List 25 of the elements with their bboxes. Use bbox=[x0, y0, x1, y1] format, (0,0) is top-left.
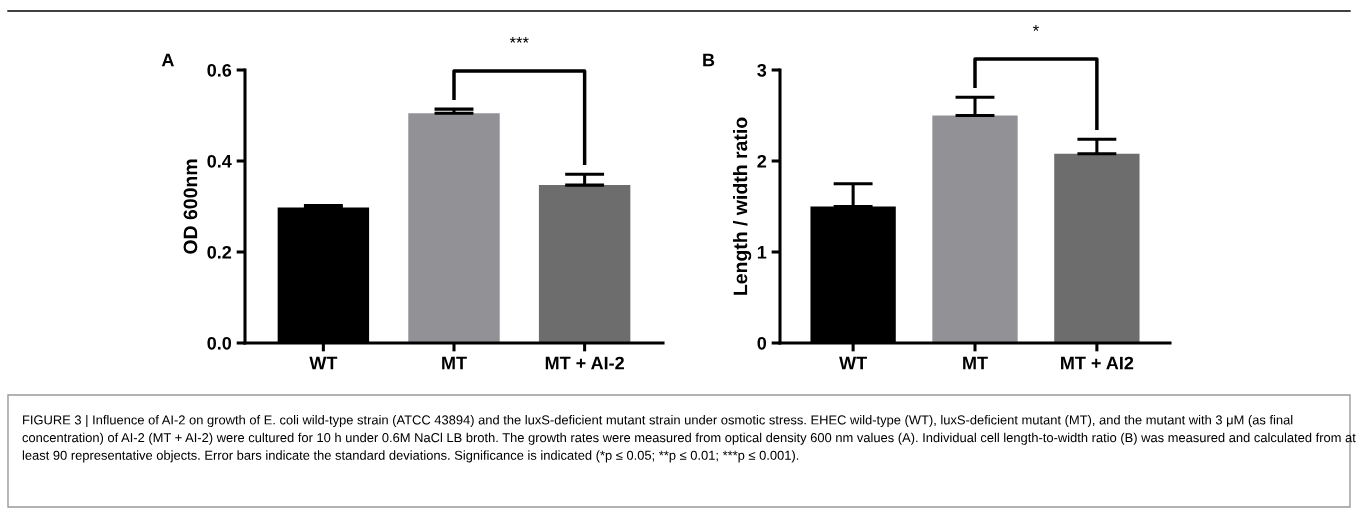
x-tick-label: WT bbox=[309, 356, 338, 370]
y-tick-label: 3 bbox=[757, 63, 767, 77]
y-tick-label: 2 bbox=[757, 154, 767, 168]
y-axis-title: OD 600nm bbox=[183, 159, 198, 254]
x-tick-label: MT bbox=[963, 356, 988, 370]
text: *** bbox=[509, 36, 529, 43]
chart-title: B bbox=[703, 53, 715, 67]
x-tick-label: WT bbox=[839, 356, 867, 370]
y-tick-label: 0.0 bbox=[207, 336, 232, 350]
y-tick-label: 0.4 bbox=[207, 154, 232, 168]
chart-title: A bbox=[161, 53, 174, 67]
y-tick-label: 1 bbox=[757, 246, 767, 259]
text: * bbox=[1032, 25, 1039, 31]
caption: FIGURE 3 | Influence of AI-2 on growth of E. coli wild-type strain (ATCC 43894) and the luxS-deficient mutant strain under osmotic stress. EHEC wild-type (WT), luxS-deficient mutant (MT), and the mutant with 3 μM (as final concentration) of AI-2 (MT + AI-2) were cultured for 10 h under 0.6M NaCl LB broth. The growth rates were measured from optical density 600 nm values (A). Individual cell length-to-width ratio (B) was measured and calculated from at least 90 representative objects. Error bars indicate the standard deviations. Significance is indicated (*p ≤ 0.05; **p ≤ 0.01; ***p ≤ 0.001). bbox=[22, 415, 1356, 463]
x-tick-label: MT + AI-2 bbox=[545, 356, 624, 370]
bar bbox=[408, 113, 500, 343]
x-tick-label: MT + AI2 bbox=[1061, 356, 1134, 370]
y-tick-label: 0 bbox=[757, 336, 767, 350]
bar bbox=[1054, 153, 1140, 343]
y-tick-label: 0.2 bbox=[207, 245, 232, 259]
bar bbox=[932, 115, 1018, 343]
bar bbox=[538, 185, 631, 343]
y-tick-label: 0.6 bbox=[207, 63, 232, 77]
y-axis-title: Length / width ratio bbox=[733, 117, 752, 295]
x-tick-label: MT bbox=[442, 356, 467, 370]
